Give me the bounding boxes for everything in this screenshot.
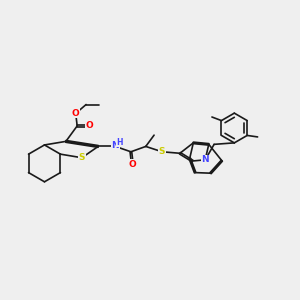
Text: N: N: [201, 155, 209, 164]
Text: S: S: [159, 147, 165, 156]
Text: H: H: [116, 138, 123, 147]
Text: N: N: [112, 141, 119, 150]
Text: S: S: [79, 153, 85, 162]
Text: O: O: [72, 109, 80, 118]
Text: O: O: [86, 122, 94, 130]
Text: O: O: [128, 160, 136, 169]
